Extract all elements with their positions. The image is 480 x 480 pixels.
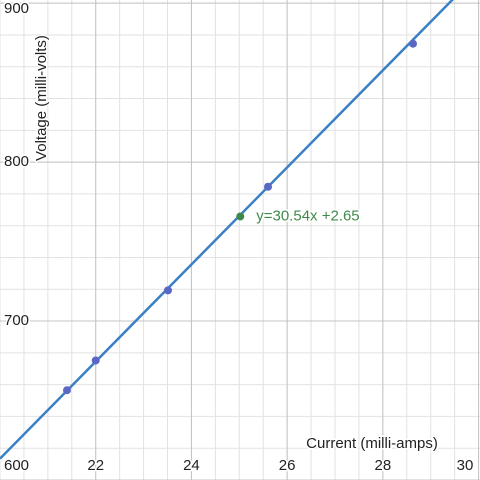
- labels: Current (milli-amps) Voltage (milli-volt…: [3, 0, 475, 475]
- y-tick-label: 800: [4, 153, 29, 170]
- plot-area: [0, 0, 454, 460]
- x-axis-label: Current (milli-amps): [306, 435, 438, 452]
- data-point: [263, 182, 272, 191]
- x-tick-label: 28: [375, 457, 392, 474]
- data-point: [62, 386, 71, 395]
- y-tick-label: 600: [4, 457, 29, 474]
- data-point: [91, 356, 100, 365]
- x-tick-label: 24: [183, 457, 200, 474]
- annotation-label: y=30.54x +2.65: [256, 207, 359, 224]
- annotation-point: [236, 212, 245, 221]
- data-point: [409, 39, 418, 48]
- x-tick-label: 30: [457, 457, 474, 474]
- x-tick-label: 26: [279, 457, 296, 474]
- y-tick-label: 900: [4, 0, 29, 17]
- y-tick-label: 700: [4, 312, 29, 329]
- x-tick-label: 22: [87, 457, 104, 474]
- data-point: [163, 286, 172, 295]
- y-axis-label: Voltage (milli-volts): [33, 35, 50, 161]
